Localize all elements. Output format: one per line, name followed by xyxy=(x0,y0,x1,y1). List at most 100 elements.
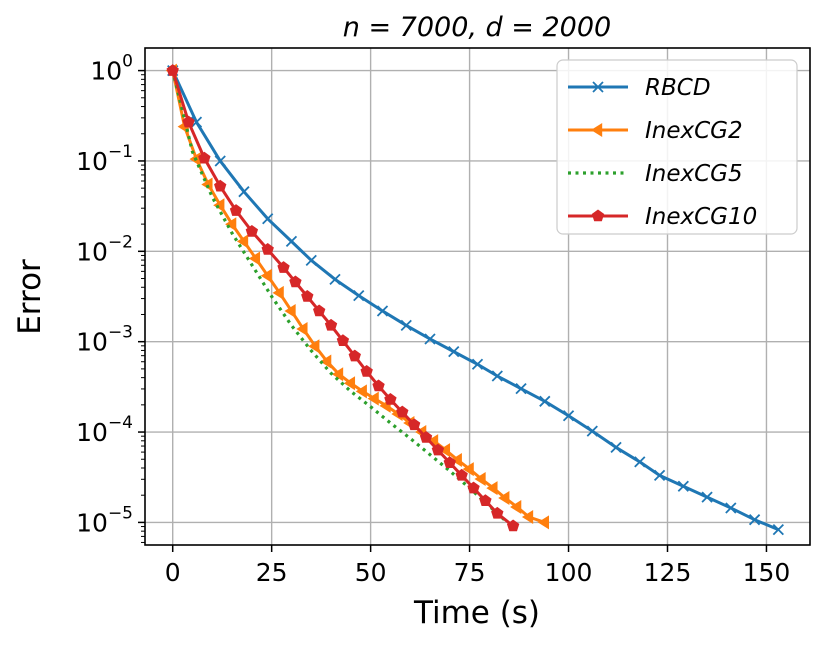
data-point xyxy=(376,305,389,317)
y-tick-exponent: −4 xyxy=(108,413,133,433)
data-point xyxy=(471,358,484,370)
data-point xyxy=(701,491,713,503)
y-tick-base: 10 xyxy=(76,328,108,357)
y-axis-label: Error xyxy=(12,259,48,335)
data-point xyxy=(462,462,474,477)
x-tick-label: 100 xyxy=(545,558,593,587)
data-point xyxy=(284,303,296,318)
data-point xyxy=(443,456,456,469)
data-point xyxy=(510,500,522,515)
y-tick-base: 10 xyxy=(76,418,108,447)
data-point xyxy=(448,345,460,358)
data-point xyxy=(407,418,421,431)
plot-frame xyxy=(144,47,811,546)
data-point xyxy=(506,519,520,532)
data-point xyxy=(396,405,409,418)
data-point xyxy=(515,383,527,395)
y-tick-base: 10 xyxy=(76,147,108,176)
data-point xyxy=(467,481,480,494)
legend-marker xyxy=(591,209,605,222)
y-tick-base: 10 xyxy=(76,508,108,537)
data-point xyxy=(329,273,341,285)
data-point xyxy=(419,430,433,443)
x-tick-label: 25 xyxy=(256,558,288,587)
data-point xyxy=(261,243,274,255)
data-point xyxy=(305,254,317,266)
data-point xyxy=(343,376,356,391)
data-point xyxy=(236,234,249,249)
y-tick-base: 10 xyxy=(90,57,122,86)
data-point xyxy=(455,468,468,481)
series-InexCG10 xyxy=(166,64,520,532)
data-point xyxy=(539,395,551,407)
data-point xyxy=(384,393,397,405)
y-tick-label: 10−1 xyxy=(76,142,133,176)
data-point xyxy=(537,515,549,530)
legend-frame xyxy=(556,59,798,235)
data-point xyxy=(201,177,213,192)
data-point xyxy=(285,235,298,248)
y-tick-label: 10−5 xyxy=(76,503,133,537)
data-point xyxy=(336,334,350,347)
data-point xyxy=(331,367,344,382)
data-point xyxy=(272,285,284,300)
data-point xyxy=(474,472,486,487)
series-InexCG5 xyxy=(171,70,507,522)
legend-entry-RBCD: RBCD xyxy=(568,75,711,101)
data-point xyxy=(301,290,314,302)
data-point xyxy=(190,116,203,128)
data-point xyxy=(431,443,445,456)
y-tick-exponent: −1 xyxy=(108,142,133,162)
data-point xyxy=(479,494,492,506)
data-point xyxy=(320,354,332,369)
x-tick-label: 150 xyxy=(743,558,791,587)
data-point xyxy=(214,155,226,167)
data-point xyxy=(586,425,598,437)
data-point xyxy=(438,443,451,458)
data-point xyxy=(198,151,211,164)
legend-entry-InexCG5: InexCG5 xyxy=(568,161,743,187)
x-tick-label: 0 xyxy=(165,558,181,587)
data-point xyxy=(355,384,367,399)
legend-marker xyxy=(592,81,604,93)
series-line-InexCG5 xyxy=(171,70,507,522)
data-point xyxy=(324,318,338,331)
data-point xyxy=(562,410,575,422)
data-point xyxy=(772,524,784,536)
data-point xyxy=(372,379,385,392)
data-point xyxy=(426,434,439,449)
data-point xyxy=(748,514,761,526)
series-RBCD xyxy=(167,64,784,536)
y-tick-label: 100 xyxy=(90,52,133,86)
data-point xyxy=(610,441,622,454)
data-point xyxy=(277,261,290,273)
data-point xyxy=(248,251,261,266)
legend-label: InexCG10 xyxy=(645,204,757,230)
y-tick-exponent: −5 xyxy=(108,503,133,523)
legend-entry-InexCG10: InexCG10 xyxy=(568,204,757,230)
data-point xyxy=(450,453,462,468)
data-point xyxy=(367,391,379,406)
legend-label: RBCD xyxy=(645,75,711,101)
y-tick-exponent: 0 xyxy=(122,52,133,72)
data-point xyxy=(245,224,259,237)
data-point xyxy=(238,186,250,198)
data-point xyxy=(424,333,436,345)
y-tick-label: 10−3 xyxy=(76,323,133,357)
data-point xyxy=(653,469,666,482)
data-point xyxy=(308,339,320,354)
y-tick-label: 10−2 xyxy=(76,232,133,266)
data-point xyxy=(677,480,689,492)
data-point xyxy=(634,456,646,468)
legend-label: InexCG5 xyxy=(645,161,743,187)
x-tick-label: 50 xyxy=(355,558,387,587)
data-point xyxy=(296,322,308,337)
data-point xyxy=(491,370,503,382)
data-point xyxy=(289,275,302,288)
y-tick-exponent: −3 xyxy=(108,323,133,343)
data-point xyxy=(521,509,534,524)
y-tick-exponent: −2 xyxy=(108,232,133,252)
data-point xyxy=(353,289,365,302)
data-point xyxy=(214,179,227,192)
